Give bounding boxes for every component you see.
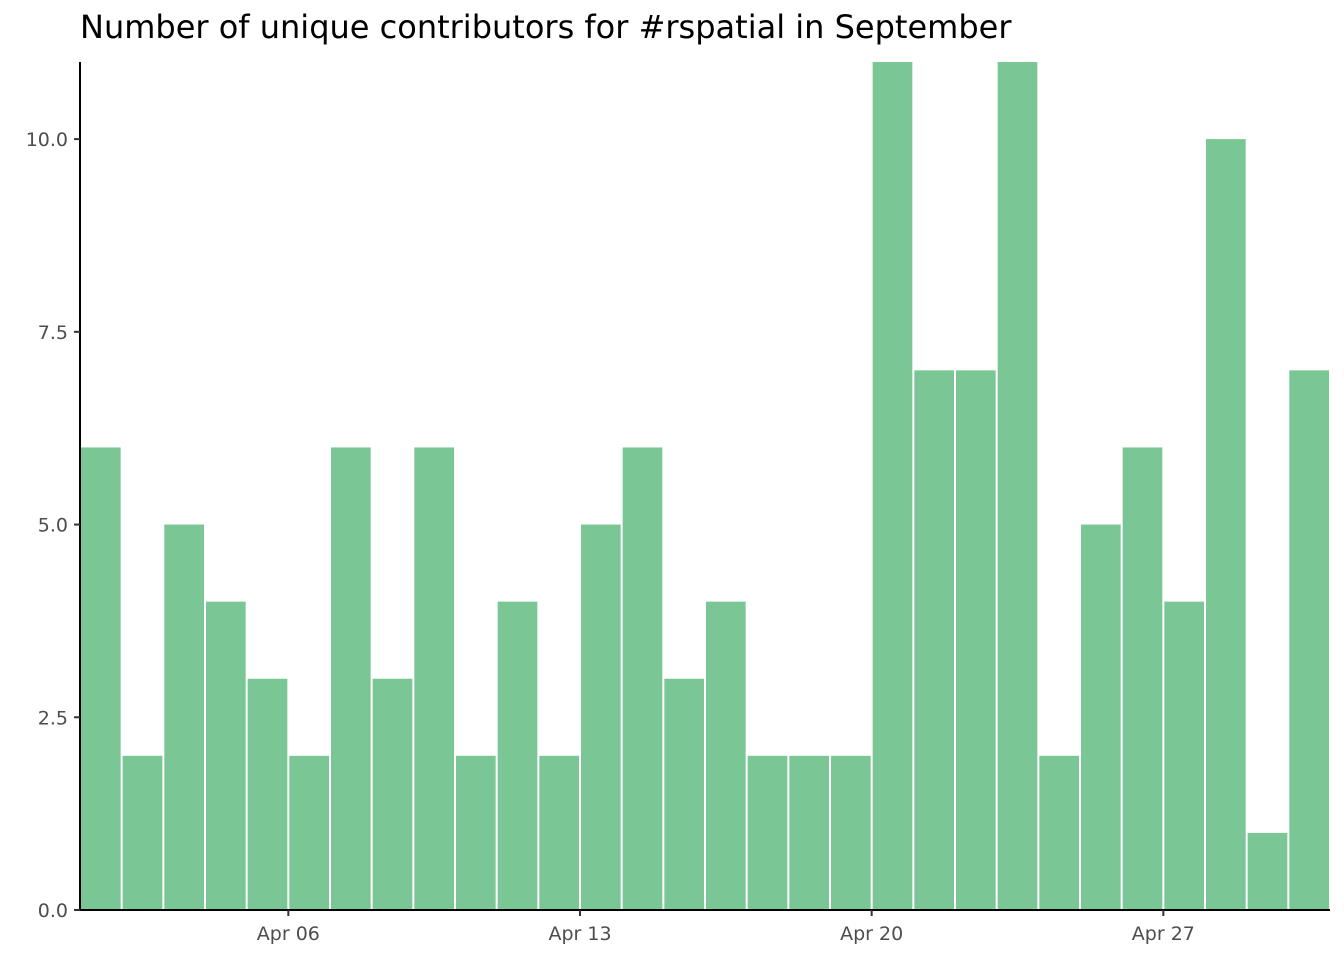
bar-2025-04-12	[539, 755, 579, 910]
bar-2025-04-11	[497, 601, 538, 910]
bar-2025-04-29	[1247, 832, 1288, 910]
bar-2025-04-25	[1081, 524, 1121, 910]
y-tick-label: 7.5	[38, 322, 68, 344]
bar-2025-04-30	[1289, 370, 1329, 910]
bar-2025-04-23	[997, 62, 1038, 910]
bar-2025-04-15	[664, 678, 704, 910]
bar-2025-04-05	[247, 678, 288, 910]
bar-2025-04-27	[1164, 601, 1204, 910]
bar-2025-04-07	[331, 447, 371, 910]
bar-2025-04-28	[1206, 139, 1246, 910]
bar-2025-04-09	[414, 447, 454, 910]
y-tick-label: 5.0	[38, 515, 68, 537]
bar-2025-04-19	[831, 755, 871, 910]
bar-2025-04-06	[289, 755, 329, 910]
x-tick-label: Apr 20	[840, 923, 903, 945]
bar-2025-04-22	[956, 370, 996, 910]
x-tick-label: Apr 13	[548, 923, 611, 945]
bar-2025-04-01	[81, 447, 121, 910]
bar-2025-04-03	[164, 524, 204, 910]
axes-group: 0.0 2.5 5.0 7.5 10.0 Apr 06 Apr 13 Apr 20 Apr 27	[26, 62, 1330, 945]
bar-2025-04-24	[1039, 755, 1079, 910]
y-tick-label: 10.0	[26, 129, 68, 151]
bar-2025-04-18	[789, 755, 829, 910]
bar-2025-04-13	[581, 524, 621, 910]
bar-2025-04-04	[206, 601, 246, 910]
chart-title: Number of unique contributors for #rspat…	[80, 8, 1012, 46]
bars-group	[81, 62, 1329, 910]
bar-2025-04-08	[372, 678, 413, 910]
bar-2025-04-21	[914, 370, 954, 910]
bar-2025-04-02	[122, 755, 163, 910]
y-tick-label: 2.5	[38, 707, 68, 729]
y-tick-label: 0.0	[38, 900, 68, 922]
bar-2025-04-17	[747, 755, 788, 910]
bar-2025-04-26	[1122, 447, 1163, 910]
x-tick-label: Apr 27	[1132, 923, 1195, 945]
bar-2025-04-16	[706, 601, 746, 910]
bar-2025-04-10	[456, 755, 496, 910]
x-tick-label: Apr 06	[257, 923, 320, 945]
bar-2025-04-14	[622, 447, 663, 910]
bar-2025-04-20	[872, 62, 913, 910]
